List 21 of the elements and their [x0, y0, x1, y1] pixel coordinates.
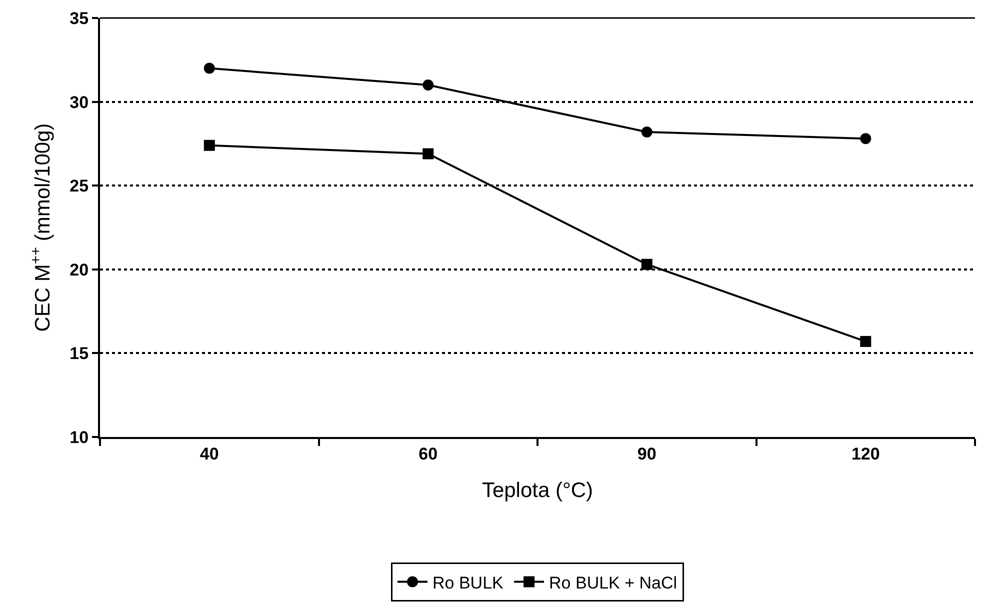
y-tick-label: 20	[70, 260, 89, 280]
x-tick-label: 90	[637, 444, 656, 464]
legend-label: Ro BULK	[432, 573, 504, 592]
y-tick-label: 15	[70, 344, 89, 364]
legend-label: Ro BULK + NaCl	[549, 573, 678, 592]
x-tick-label: 40	[200, 444, 219, 464]
x-axis-title: Teplota (°C)	[482, 479, 594, 502]
point	[422, 148, 434, 160]
point	[641, 126, 652, 138]
point	[204, 62, 215, 74]
y-tick-label: 35	[70, 8, 89, 28]
y-tick-label: 30	[70, 92, 89, 112]
point	[641, 258, 652, 270]
point	[860, 336, 872, 347]
y-tick-label: 25	[70, 176, 89, 196]
x-tick-label: 120	[851, 444, 880, 464]
point	[860, 133, 872, 144]
point	[204, 140, 215, 151]
y-tick-label: 10	[70, 428, 89, 447]
point	[422, 80, 434, 91]
x-tick-label: 60	[418, 444, 438, 464]
